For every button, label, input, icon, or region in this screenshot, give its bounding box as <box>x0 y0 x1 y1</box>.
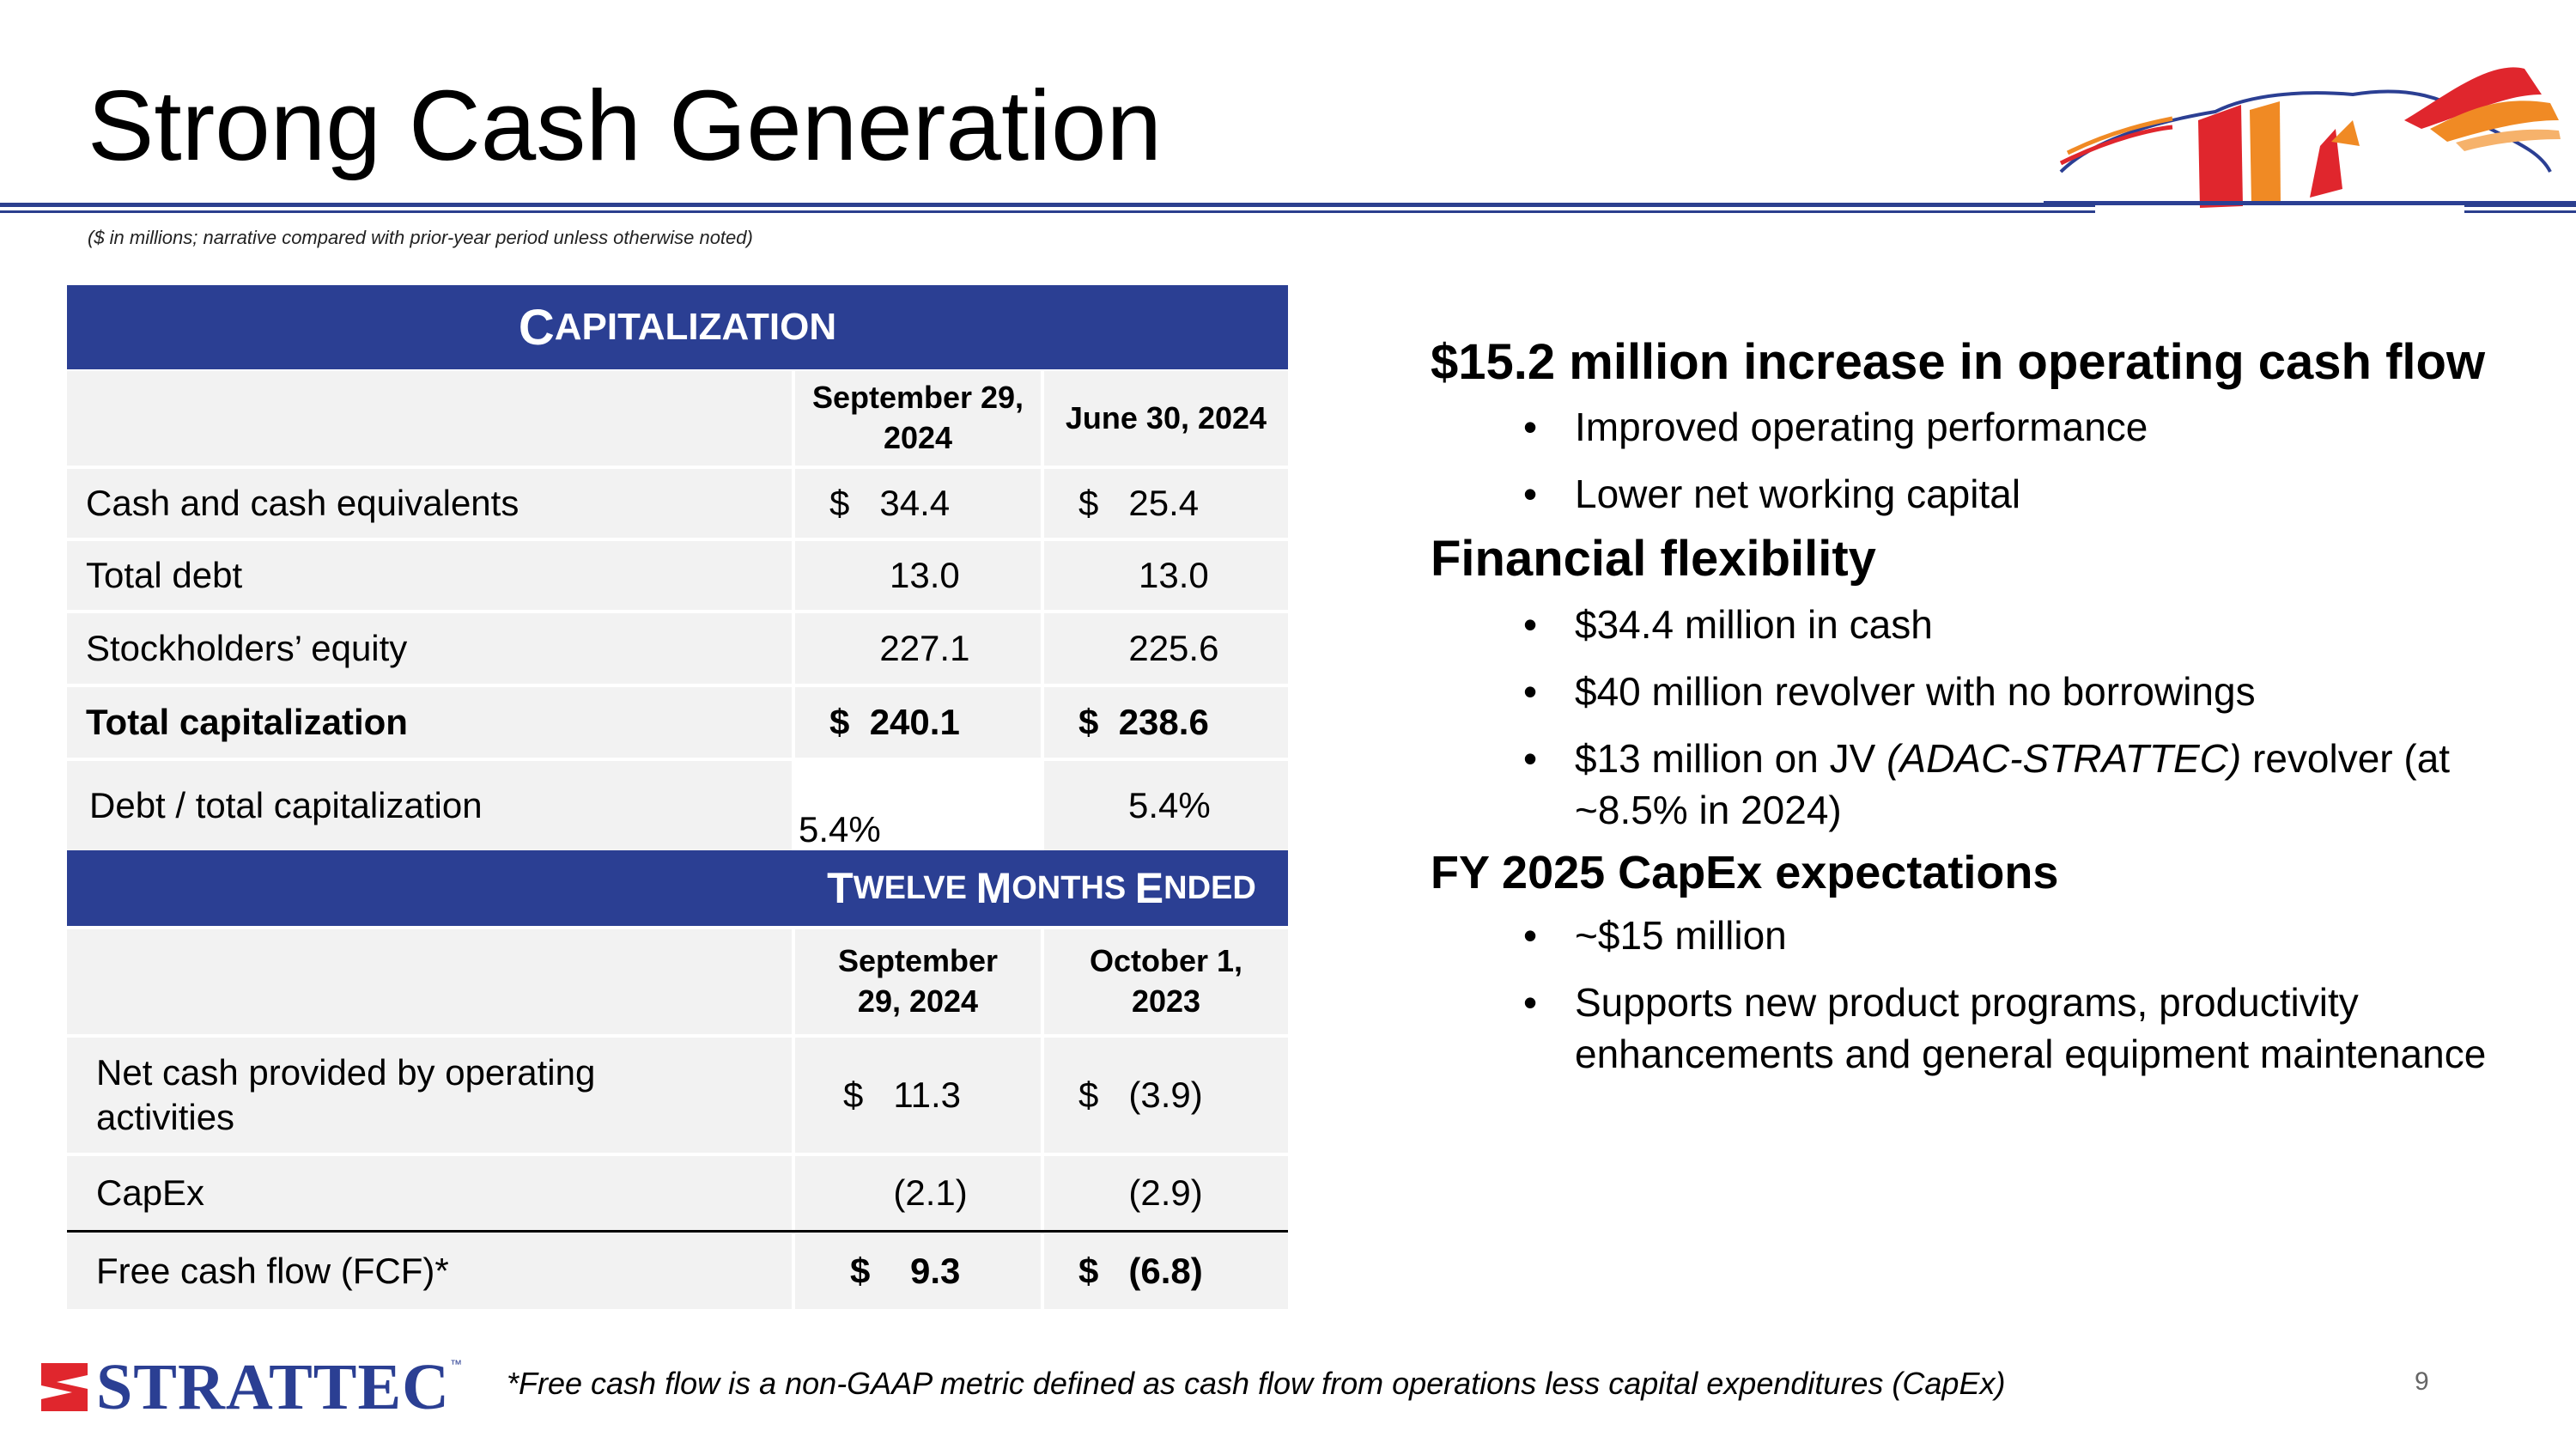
list-item: • $13 million on JV (ADAC-STRATTEC) revol… <box>1523 735 2451 832</box>
twelve-months-bar-left <box>67 850 795 926</box>
logo-tm: ™ <box>450 1357 463 1371</box>
units-note: ($ in millions; narrative compared with … <box>88 227 753 248</box>
heading-capex: FY 2025 CapEx expectations <box>1431 846 2059 898</box>
row-label: Free cash flow (FCF)* <box>67 1233 792 1309</box>
row-value: 227.1 <box>795 613 1041 684</box>
cap-col1-header: September 29, 2024 <box>795 371 1041 466</box>
tm-column-headers: September 29, 2024 October 1, 2023 <box>67 929 1288 1034</box>
title-rule-thin <box>0 210 2095 213</box>
row-value: $ 34.4 <box>795 469 1041 538</box>
total-divider <box>67 1230 1288 1233</box>
tm-w2-rest: ONTHS <box>1012 869 1135 906</box>
table-row: Stockholders’ equity 227.1 225.6 <box>67 613 1288 684</box>
cap-col2-header: June 30, 2024 <box>1044 371 1288 466</box>
list-item: • Supports new product programs, producti… <box>1523 979 2487 1076</box>
operating-cash-list: • Improved operating performance • Lower n… <box>1431 401 2504 520</box>
row-label: Net cash provided by operating activitie… <box>67 1038 792 1153</box>
row-value: 13.0 <box>795 541 1041 610</box>
logo-text: STRATTEC <box>96 1350 451 1423</box>
list-item: • Lower net working capital <box>1523 472 2021 517</box>
twelve-months-header: T WELVE M ONTHS E NDED <box>795 850 1288 926</box>
row-label: Stockholders’ equity <box>67 613 792 684</box>
title-rule <box>0 203 2095 207</box>
tm-w2: M <box>975 864 1012 912</box>
row-label: Total debt <box>67 541 792 610</box>
table-row: Total debt 13.0 13.0 <box>67 541 1288 610</box>
tm-w3-rest: NDED <box>1163 869 1256 906</box>
fcf-footnote: *Free cash flow is a non-GAAP metric def… <box>507 1366 2006 1401</box>
list-item: • Improved operating performance <box>1523 405 2148 450</box>
tm-col2-header: October 1, 2023 <box>1044 929 1288 1034</box>
cap-column-headers: September 29, 2024 June 30, 2024 <box>67 371 1288 466</box>
tm-w1-rest: WELVE <box>853 869 976 906</box>
heading-flexibility: Financial flexibility <box>1431 531 1876 588</box>
row-value: $ 238.6 <box>1044 687 1288 758</box>
row-value: 5.4% <box>795 761 1041 850</box>
cap-header-rest: APITALIZATION <box>554 306 837 348</box>
row-label: Debt / total capitalization <box>67 761 792 850</box>
row-value: $ (6.8) <box>1044 1233 1288 1309</box>
page-title: Strong Cash Generation <box>88 70 1162 181</box>
row-label: Cash and cash equivalents <box>67 469 792 538</box>
row-value: (2.1) <box>795 1156 1041 1230</box>
heading-operating-cash: $15.2 million increase in operating cash… <box>1431 334 2486 390</box>
tm-col1-header: September 29, 2024 <box>795 929 1041 1034</box>
list-item: • $34.4 million in cash <box>1523 601 1933 647</box>
flexibility-list: • $34.4 million in cash • $40 million revo… <box>1431 599 2504 836</box>
row-label: CapEx <box>67 1156 792 1230</box>
row-label: Total capitalization <box>67 687 792 758</box>
strattec-mark-icon <box>41 1363 88 1411</box>
row-value: 5.4% <box>1044 761 1288 850</box>
row-value: $ 9.3 <box>795 1233 1041 1309</box>
table-row-total: Total capitalization $ 240.1 $ 238.6 <box>67 687 1288 758</box>
car-door-graphic <box>2044 67 2576 208</box>
cap-header-first: C <box>518 299 555 356</box>
row-value: $ 11.3 <box>795 1038 1041 1153</box>
strattec-logo: STRATTEC ™ <box>38 1351 463 1423</box>
title-rule-right <box>2464 203 2576 207</box>
row-value: $ (3.9) <box>1044 1038 1288 1153</box>
table-row: CapEx (2.1) (2.9) <box>67 1156 1288 1230</box>
capex-list: • ~$15 million • Supports new product prog… <box>1431 910 2504 1080</box>
row-value: $ 240.1 <box>795 687 1041 758</box>
table-row: Debt / total capitalization 5.4% 5.4% <box>67 761 1288 850</box>
list-item: • ~$15 million <box>1523 912 1787 958</box>
narrative: $15.2 million increase in operating cash… <box>1431 330 2504 1080</box>
table-row: Cash and cash equivalents $ 34.4 $ 25.4 <box>67 469 1288 538</box>
table-row-total: Free cash flow (FCF)* $ 9.3 $ (6.8) <box>67 1233 1288 1309</box>
list-item: • $40 million revolver with no borrowings <box>1523 668 2256 714</box>
title-rule-right-thin <box>2464 210 2576 213</box>
tm-w3: E <box>1134 864 1164 912</box>
tm-w1: T <box>827 864 854 912</box>
capitalization-header: C APITALIZATION <box>67 285 1288 369</box>
row-value: 225.6 <box>1044 613 1288 684</box>
table-row: Net cash provided by operating activitie… <box>67 1038 1288 1153</box>
page-number: 9 <box>2415 1367 2429 1396</box>
row-value: $ 25.4 <box>1044 469 1288 538</box>
row-value: 13.0 <box>1044 541 1288 610</box>
row-value: (2.9) <box>1044 1156 1288 1230</box>
